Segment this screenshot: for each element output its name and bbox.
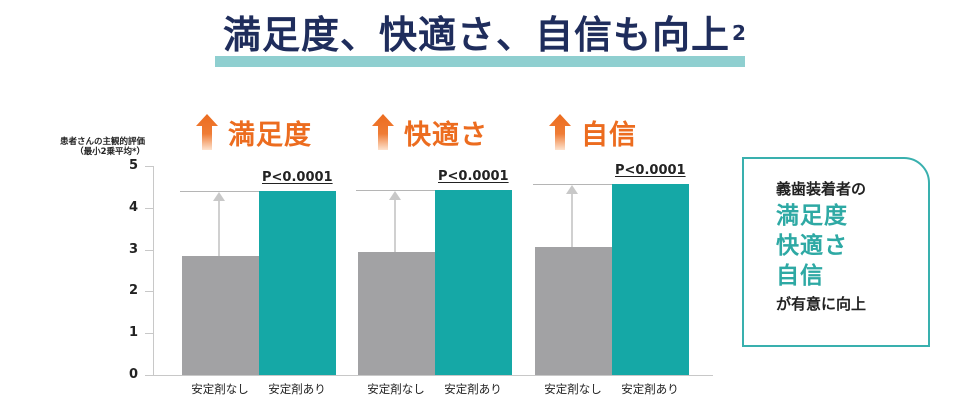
reference-line [533,183,612,185]
bar-without-stabilizer [358,252,435,375]
y-tick-label: 1 [128,325,138,341]
group-heading: 快適さ [372,112,488,152]
summary-intro: 義歯装着者の [776,180,867,198]
x-category-label: 安定剤あり [621,382,679,396]
x-category-label: 安定剤あり [268,382,326,396]
p-value-label: P<0.0001 [438,168,509,184]
increase-arrow-icon [389,190,401,253]
y-tick-label: 2 [128,283,138,299]
p-value-label: P<0.0001 [615,162,686,178]
increase-arrow-icon [213,192,225,256]
y-axis-label-line2: （最小2乗平均*） [75,147,145,157]
group-heading-label: 快適さ [404,119,488,151]
reference-line [180,191,259,193]
x-category-label: 安定剤なし [191,382,249,396]
y-tick-label: 3 [128,241,138,257]
page-title: 満足度、快適さ、自信も向上 2 [0,10,970,60]
y-tick [145,291,153,293]
y-tick [145,375,153,376]
bar-without-stabilizer [535,247,612,375]
reference-line [356,189,435,191]
bar-with-stabilizer [612,183,689,375]
y-tick [145,207,153,209]
summary-highlight-satisfaction: 満足度 [776,203,848,229]
y-tick [145,166,153,167]
y-tick-label: 5 [128,158,138,173]
bar-with-stabilizer [435,189,512,375]
y-tick [145,333,153,335]
group-heading-label: 自信 [581,119,637,151]
group-heading: 自信 [549,112,637,152]
summary-box: 義歯装着者の 満足度 快適さ 自信 が有意に向上 [742,157,930,347]
x-category-label: 安定剤なし [544,382,602,396]
bar-without-stabilizer [182,255,259,375]
y-axis [153,166,154,376]
y-tick-label: 0 [128,367,138,382]
up-arrow-icon [196,114,218,150]
up-arrow-icon [549,114,571,150]
title-underline-band [215,56,745,67]
y-tick-label: 4 [128,199,138,215]
x-axis [153,375,713,376]
group-heading: 満足度 [196,112,312,152]
y-axis-label-line1: 患者さんの主観的評価 [59,137,145,147]
title-footnote-ref: 2 [732,21,747,45]
up-arrow-icon [372,114,394,150]
p-value-label: P<0.0001 [262,170,333,186]
x-category-label: 安定剤なし [367,382,425,396]
bar-with-stabilizer [259,191,336,375]
title-text: 満足度、快適さ、自信も向上 [223,13,731,57]
y-tick [145,249,153,251]
summary-conclusion: が有意に向上 [776,295,867,313]
increase-arrow-icon [566,184,578,248]
group-heading-label: 満足度 [228,119,312,151]
y-axis-label: 患者さんの主観的評価 （最小2乗平均*） [30,137,145,157]
summary-highlight-confidence: 自信 [776,263,824,289]
x-category-label: 安定剤あり [444,382,502,396]
summary-highlight-comfort: 快適さ [776,233,848,259]
